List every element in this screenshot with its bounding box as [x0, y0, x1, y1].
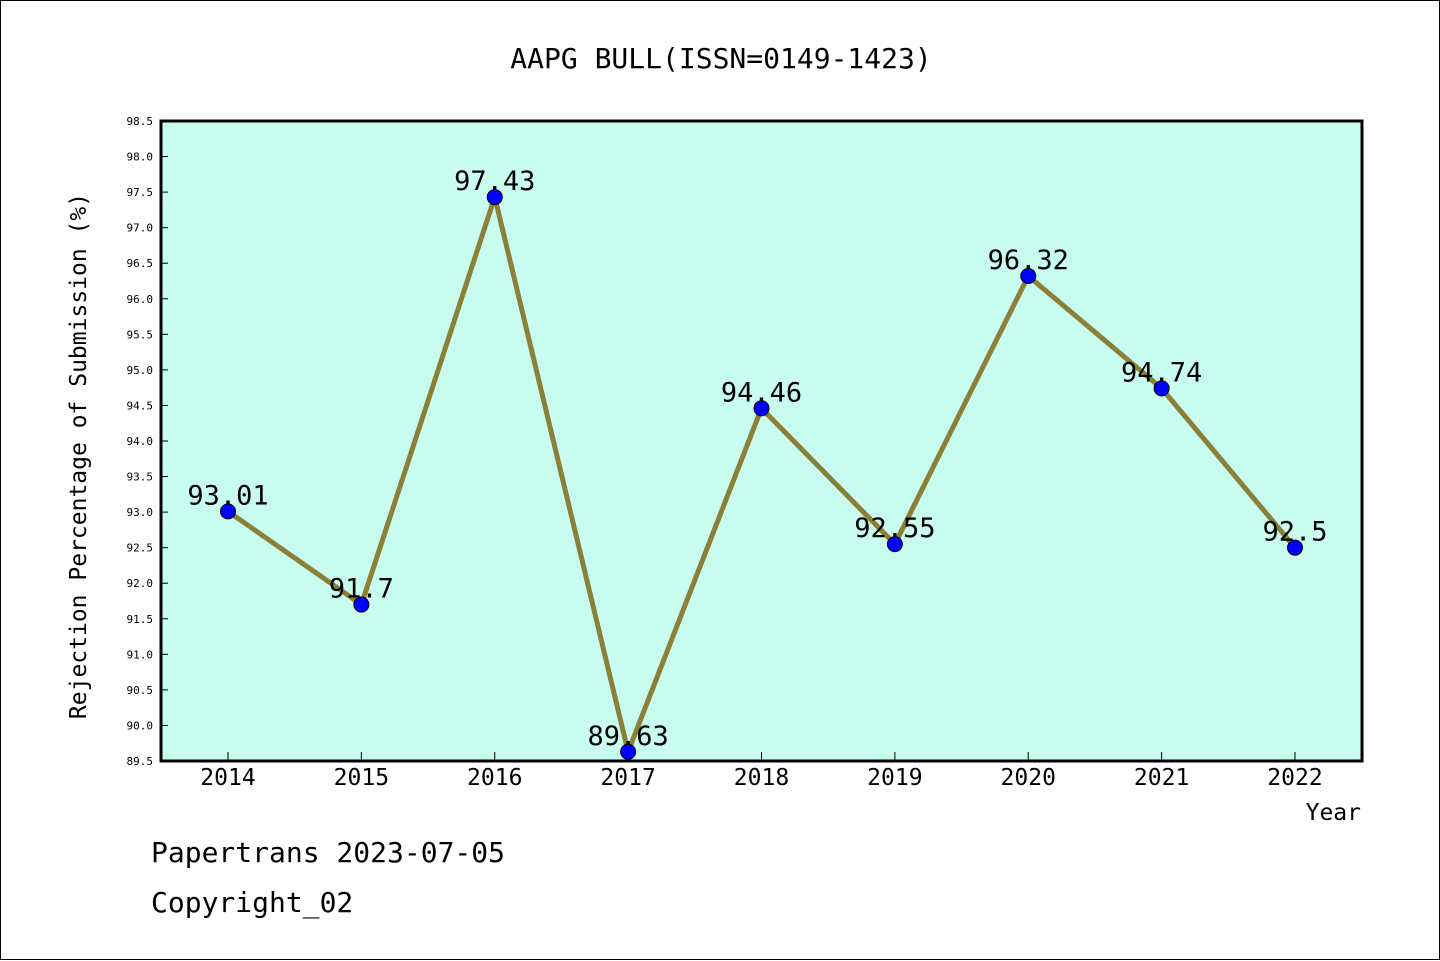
- y-tick-label: 97.5: [127, 186, 154, 199]
- y-tick-label: 91.0: [127, 648, 154, 661]
- data-point-marker: [620, 743, 637, 760]
- y-tick-label: 94.5: [127, 399, 154, 412]
- x-tick-label: 2017: [600, 765, 655, 791]
- x-tick-label: 2014: [200, 765, 255, 791]
- y-tick-label: 93.5: [127, 471, 154, 484]
- x-tick-label: 2015: [334, 765, 389, 791]
- data-point-marker: [1287, 539, 1303, 556]
- data-point-marker: [1153, 380, 1170, 397]
- x-tick-label: 2018: [734, 765, 789, 791]
- y-tick-label: 93.0: [127, 506, 154, 519]
- y-tick-label: 97.0: [127, 222, 154, 235]
- y-tick-label: 98.0: [127, 151, 154, 164]
- y-tick-label: 96.0: [127, 293, 154, 306]
- data-label: 97.43: [454, 166, 535, 197]
- plot-area: [159, 119, 1364, 763]
- x-axis-label: Year: [1306, 800, 1361, 826]
- x-tick-label: 2019: [867, 765, 922, 791]
- data-point-marker: [486, 189, 503, 206]
- footer-copyright-text: Copyright_02: [151, 886, 354, 919]
- data-point-marker: [886, 536, 903, 553]
- x-axis: 2014 2015 2016 2017 2018 2019 2020 2021 2022: [200, 752, 1323, 791]
- y-axis: 89.5 90.0 90.5 91.0 91.5 92.0 92.5 93.0 93.5 94.0…: [127, 115, 168, 768]
- data-point-marker: [753, 400, 770, 417]
- y-tick-label: 92.5: [127, 542, 154, 555]
- data-label: 91.7: [329, 574, 394, 605]
- data-label: 92.55: [854, 513, 935, 544]
- y-axis-label: Rejection Percentage of Submission (%): [66, 193, 92, 719]
- x-tick-label: 2020: [1001, 765, 1056, 791]
- y-tick-label: 95.0: [127, 364, 154, 377]
- y-tick-label: 89.5: [127, 755, 154, 768]
- y-tick-label: 90.0: [127, 719, 154, 732]
- series-layer: 93.01 91.7 97.43 89.63 94.46 92.55 96.32 94.74 9…: [187, 166, 1328, 761]
- data-label: 93.01: [187, 480, 268, 511]
- data-label: 96.32: [988, 245, 1069, 276]
- footer-date-text: Papertrans 2023-07-05: [151, 836, 506, 869]
- chart-title: AAPG BULL(ISSN=0149-1423): [510, 42, 931, 75]
- x-tick-label: 2016: [467, 765, 522, 791]
- data-label: 94.46: [721, 377, 802, 408]
- x-tick-label: 2021: [1134, 765, 1189, 791]
- y-tick-label: 91.5: [127, 613, 154, 626]
- data-point-marker: [220, 503, 236, 520]
- data-label: 94.74: [1121, 357, 1202, 388]
- y-tick-label: 95.5: [127, 328, 154, 341]
- y-tick-label: 90.5: [127, 684, 154, 697]
- data-point-marker: [1020, 268, 1037, 285]
- data-label: 92.5: [1262, 517, 1327, 548]
- y-tick-label: 96.5: [127, 257, 154, 270]
- data-point-marker: [353, 596, 370, 613]
- y-tick-label: 94.0: [127, 435, 154, 448]
- y-tick-label: 92.0: [127, 577, 154, 590]
- data-label: 89.63: [587, 721, 668, 752]
- x-tick-label: 2022: [1267, 765, 1322, 791]
- y-tick-label: 98.5: [127, 115, 154, 128]
